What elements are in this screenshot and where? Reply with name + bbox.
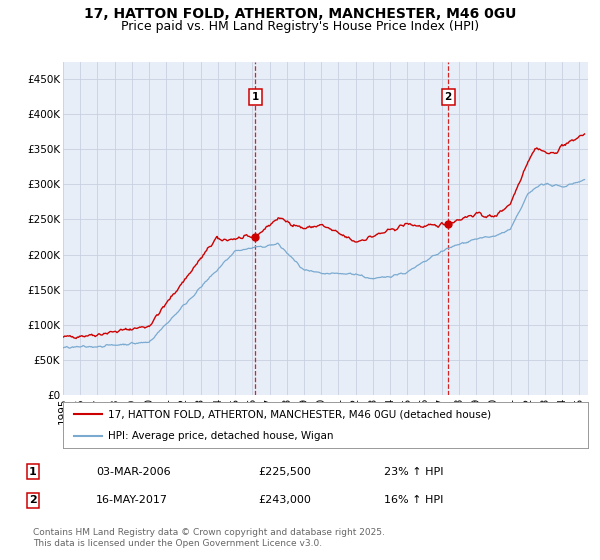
Text: 03-MAR-2006: 03-MAR-2006 xyxy=(96,466,170,477)
Text: HPI: Average price, detached house, Wigan: HPI: Average price, detached house, Wiga… xyxy=(107,431,333,441)
Text: 16% ↑ HPI: 16% ↑ HPI xyxy=(384,495,443,505)
Text: 2: 2 xyxy=(445,92,452,101)
Text: 23% ↑ HPI: 23% ↑ HPI xyxy=(384,466,443,477)
Text: 1: 1 xyxy=(29,466,37,477)
Text: Contains HM Land Registry data © Crown copyright and database right 2025.
This d: Contains HM Land Registry data © Crown c… xyxy=(33,528,385,548)
Text: 2: 2 xyxy=(29,495,37,505)
Text: 1: 1 xyxy=(251,92,259,101)
Text: £225,500: £225,500 xyxy=(258,466,311,477)
Text: 17, HATTON FOLD, ATHERTON, MANCHESTER, M46 0GU: 17, HATTON FOLD, ATHERTON, MANCHESTER, M… xyxy=(84,7,516,21)
Text: 16-MAY-2017: 16-MAY-2017 xyxy=(96,495,168,505)
Text: £243,000: £243,000 xyxy=(258,495,311,505)
Text: Price paid vs. HM Land Registry's House Price Index (HPI): Price paid vs. HM Land Registry's House … xyxy=(121,20,479,33)
Text: 17, HATTON FOLD, ATHERTON, MANCHESTER, M46 0GU (detached house): 17, HATTON FOLD, ATHERTON, MANCHESTER, M… xyxy=(107,409,491,419)
